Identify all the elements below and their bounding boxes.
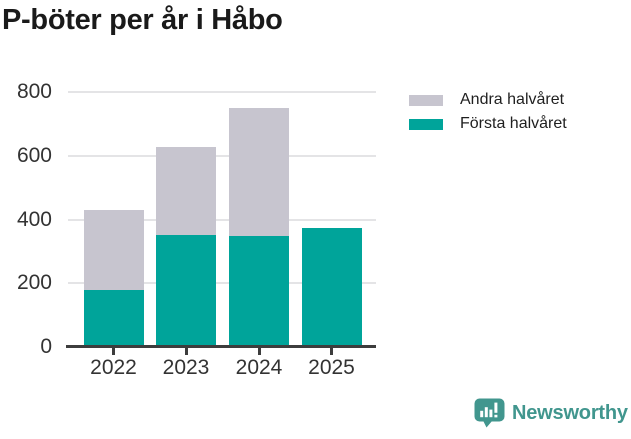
x-tick-label-2024: 2024: [235, 356, 283, 379]
x-tick-label-2023: 2023: [162, 356, 210, 379]
plot-area: [68, 91, 376, 347]
legend-item-andra-halv-ret: Andra halvåret: [409, 88, 567, 112]
bar-2022-andra-halv-ret: [83, 209, 144, 290]
x-tick-2023: [184, 348, 188, 355]
newsworthy-logo-text: Newsworthy: [512, 401, 628, 424]
legend-swatch: [409, 94, 443, 106]
x-tick-label-2025: 2025: [308, 356, 355, 379]
y-tick-label-200: 200: [16, 271, 52, 295]
y-tick-label-400: 400: [16, 207, 52, 231]
legend-label: Andra halvåret: [460, 91, 565, 108]
gridline-600: [68, 154, 376, 157]
y-tick-label-0: 0: [40, 335, 52, 358]
bar-2024-f-rsta-halv-ret: [229, 235, 289, 347]
chart-title: P-böter per år i Håbo: [2, 4, 283, 36]
bar-2024-andra-halv-ret: [229, 108, 289, 236]
bar-2023-f-rsta-halv-ret: [156, 234, 216, 347]
x-axis-line: [66, 345, 376, 348]
y-tick-label-800: 800: [16, 80, 52, 103]
gridline-800: [68, 91, 376, 93]
gridline-400: [68, 218, 376, 221]
bar-2025-f-rsta-halv-ret: [301, 227, 362, 347]
x-tick-label-2022: 2022: [90, 356, 137, 379]
legend: Andra halvåret Första halvåret: [409, 88, 567, 136]
gridline-200: [68, 282, 376, 285]
y-tick-label-600: 600: [16, 143, 52, 167]
legend-label: Första halvåret: [460, 115, 567, 132]
newsworthy-speech-bubble-chart-icon: [474, 398, 505, 428]
newsworthy-logo: Newsworthy: [474, 398, 628, 428]
x-tick-2022: [112, 348, 115, 355]
x-tick-2024: [257, 348, 261, 355]
x-tick-2025: [330, 348, 333, 355]
legend-swatch: [409, 118, 443, 130]
legend-item-f-rsta-halv-ret: Första halvåret: [409, 112, 567, 136]
bar-2023-andra-halv-ret: [156, 147, 216, 235]
bar-2022-f-rsta-halv-ret: [83, 289, 144, 347]
